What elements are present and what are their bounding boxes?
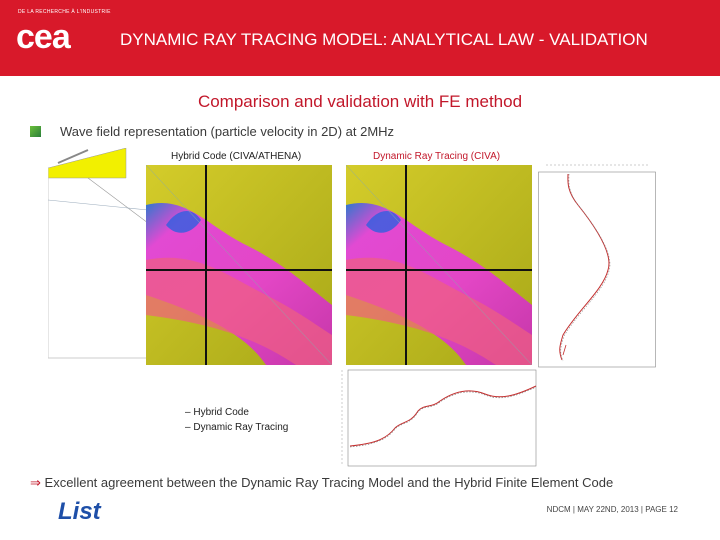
specimen-sketch: [48, 148, 148, 359]
arrow-icon: ⇒: [30, 475, 41, 490]
profile-legend: – Hybrid Code – Dynamic Ray Tracing: [185, 405, 288, 435]
probe-wedge: [48, 148, 127, 179]
legend-item-drt: – Dynamic Ray Tracing: [185, 422, 289, 433]
header-bar: DE LA RECHERCHE À L'INDUSTRIE cea DYNAMI…: [0, 0, 720, 76]
conclusion-text: Excellent agreement between the Dynamic …: [44, 475, 614, 490]
horizontal-profile-plot: [341, 369, 537, 467]
ray-line: [87, 177, 148, 224]
footer-text: NDCM | MAY 22ND, 2013 | PAGE 12: [546, 505, 678, 514]
ray-line: [48, 199, 148, 211]
label-hybrid-code: Hybrid Code (CIVA/ATHENA): [171, 151, 302, 162]
slide-subtitle: Comparison and validation with FE method: [197, 92, 523, 111]
cea-logo: cea: [16, 18, 71, 56]
probe-element: [57, 149, 89, 164]
header-tagline: DE LA RECHERCHE À L'INDUSTRIE: [18, 9, 111, 15]
conclusion: ⇒ Excellent agreement between the Dynami…: [30, 475, 613, 491]
vertical-profile-plot: [538, 164, 656, 368]
bullet-square-icon: [30, 126, 41, 137]
field-map-drt: [346, 165, 532, 365]
svg-text:List: List: [58, 498, 102, 523]
label-dynamic-ray-tracing: Dynamic Ray Tracing (CIVA): [373, 151, 501, 162]
field-map-hybrid: [146, 165, 332, 365]
legend-item-hybrid: – Hybrid Code: [185, 407, 249, 418]
list-logo: List: [58, 498, 102, 523]
bullet-text: Wave field representation (particle velo…: [60, 124, 395, 139]
slide-title: DYNAMIC RAY TRACING MODEL: ANALYTICAL LA…: [120, 30, 648, 49]
